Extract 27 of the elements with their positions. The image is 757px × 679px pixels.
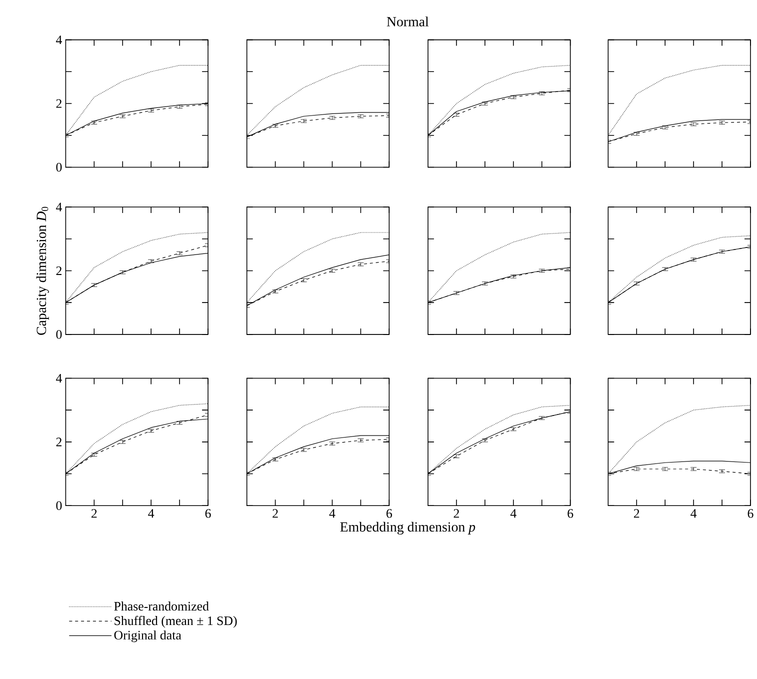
y-axis-title: Capacity dimension D$_{0}$ <box>36 206 49 336</box>
legend-label: Phase-randomized <box>114 602 209 611</box>
chart-title: Normal <box>386 16 429 26</box>
x-tick-label: 6 <box>748 509 754 518</box>
x-tick-label: 6 <box>205 509 211 518</box>
y-tick-label: 0 <box>56 330 62 339</box>
y-tick-label: 0 <box>56 162 62 172</box>
x-tick-label: 4 <box>510 509 516 518</box>
x-tick-label: 4 <box>148 509 154 518</box>
y-tick-label: 0 <box>56 501 62 510</box>
y-tick-label: 2 <box>56 438 62 446</box>
y-tick-label: 4 <box>56 36 62 44</box>
legend-label: Shuffled (mean ± 1 SD) <box>114 616 237 628</box>
y-tick-label: 2 <box>56 266 62 276</box>
x-axis-title: Embedding dimension p <box>340 522 476 535</box>
x-tick-label: 2 <box>454 509 459 518</box>
y-tick-label: 2 <box>56 99 62 108</box>
x-tick-label: 2 <box>92 509 97 518</box>
x-tick-label: 4 <box>329 509 336 518</box>
y-tick-label: 4 <box>56 374 62 383</box>
x-tick-label: 4 <box>690 509 697 518</box>
x-tick-label: 6 <box>386 509 392 518</box>
x-tick-label: 2 <box>272 509 278 518</box>
y-tick-label: 4 <box>56 202 62 212</box>
legend-label: Original data <box>114 630 182 642</box>
x-tick-label: 2 <box>634 509 640 518</box>
x-tick-label: 6 <box>568 509 574 518</box>
